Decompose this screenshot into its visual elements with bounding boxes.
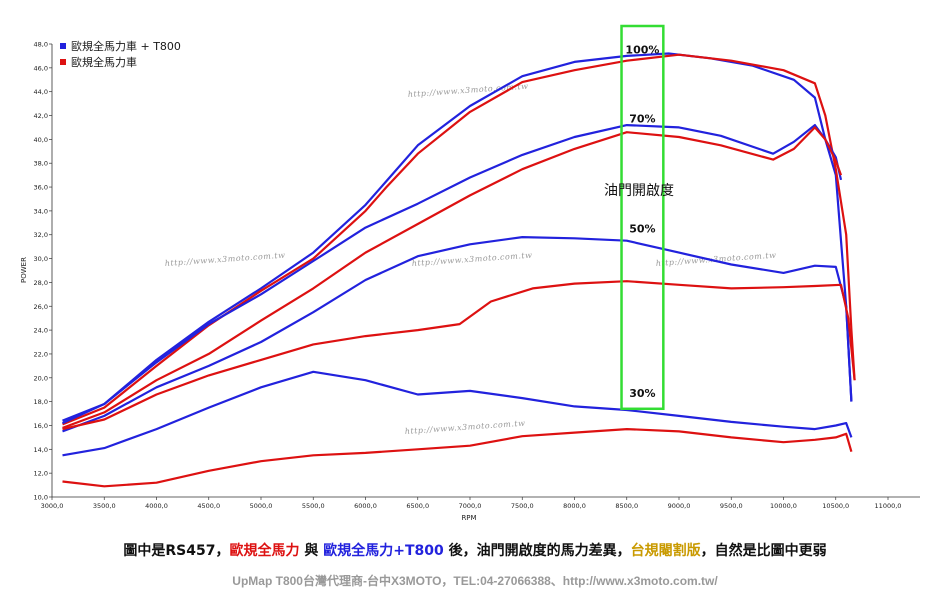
series-line-blue-100pct xyxy=(62,52,853,422)
series-line-blue-70pct xyxy=(62,124,843,425)
y-tick-label: 30,0 xyxy=(34,255,48,263)
watermark-2: http://www.x3moto.com.tw xyxy=(165,251,286,268)
caption-eu-t800: 歐規全馬力+T800 xyxy=(323,543,444,559)
y-tick-label: 48,0 xyxy=(34,41,48,49)
throttle-label-30pct: 30% xyxy=(629,387,655,400)
caption-part-9: ，自然是比圖中更弱 xyxy=(700,543,827,559)
x-tick-label: 6000,0 xyxy=(354,502,377,510)
series-line-red-70pct xyxy=(62,126,843,429)
y-tick-label: 36,0 xyxy=(34,184,48,192)
watermark-5: http://www.x3moto.com.tw xyxy=(405,419,526,436)
y-tick-label: 32,0 xyxy=(34,231,48,239)
watermarks: http://www.x3moto.com.tw http://www.x3mo… xyxy=(165,82,777,436)
y-tick-label: 40,0 xyxy=(34,136,48,144)
y-tick-label: 28,0 xyxy=(34,279,48,287)
x-tick-label: 7000,0 xyxy=(459,502,482,510)
throttle-label-70pct: 70% xyxy=(629,113,655,126)
dyno-chart: 10,0 12,0 14,0 16,0 18,0 20,0 22,0 24,0 26,0 28,0… xyxy=(20,24,920,522)
caption-part-1: 圖中是 xyxy=(123,543,166,559)
y-tick-label: 34,0 xyxy=(34,207,48,215)
y-axis-label: POWER xyxy=(20,257,28,283)
x-tick-label: 9000,0 xyxy=(668,502,691,510)
watermark-4: http://www.x3moto.com.tw xyxy=(656,251,777,268)
series-layer xyxy=(62,52,856,488)
x-tick-label: 10500,0 xyxy=(822,502,849,510)
throttle-label-50pct: 50% xyxy=(629,222,655,235)
x-tick-label: 3000,0 xyxy=(41,502,64,510)
caption-part-7: 後，油門開啟度的馬力差異， xyxy=(443,543,631,559)
caption-part-3: ， xyxy=(215,543,230,559)
y-tick-label: 38,0 xyxy=(34,160,48,168)
y-tick-label: 10,0 xyxy=(34,494,48,502)
y-tick-label: 44,0 xyxy=(34,88,48,96)
x-tick-label: 5500,0 xyxy=(302,502,325,510)
x-tick-label: 8000,0 xyxy=(563,502,586,510)
caption: 圖中是RS457，歐規全馬力 與 歐規全馬力+T800 後，油門開啟度的馬力差異… xyxy=(0,540,950,560)
x-axis-ticks: 3000,0 3500,0 4000,0 4500,0 5000,0 5500,0 6000… xyxy=(41,497,902,510)
y-tick-label: 20,0 xyxy=(34,374,48,382)
y-tick-label: 26,0 xyxy=(34,303,48,311)
x-tick-label: 4000,0 xyxy=(145,502,168,510)
series-line-blue-50pct xyxy=(62,236,853,433)
throttle-labels: 100% 70% 50% 30% xyxy=(625,44,659,400)
throttle-highlight-box xyxy=(620,24,665,411)
caption-part-5: 與 xyxy=(299,543,324,559)
y-tick-label: 12,0 xyxy=(34,470,48,478)
caption-eu-full: 歐規全馬力 xyxy=(229,543,300,559)
x-tick-label: 5000,0 xyxy=(250,502,273,510)
legend-item-blue: 歐規全馬力車 + T800 xyxy=(71,39,181,53)
y-tick-label: 42,0 xyxy=(34,112,48,120)
series-line-red-30pct xyxy=(62,428,853,488)
x-axis-label: RPM xyxy=(461,514,476,522)
x-tick-label: 10000,0 xyxy=(770,502,797,510)
x-tick-label: 4500,0 xyxy=(197,502,220,510)
x-tick-label: 11000,0 xyxy=(875,502,902,510)
series-line-red-50pct xyxy=(62,280,856,431)
x-tick-label: 7500,0 xyxy=(511,502,534,510)
x-tick-label: 3500,0 xyxy=(93,502,116,510)
footer-contact: UpMap T800台灣代理商-台中X3MOTO，TEL:04-27066388… xyxy=(232,574,718,588)
x-tick-label: 8500,0 xyxy=(615,502,638,510)
throttle-annotation: 油門開啟度 xyxy=(604,183,674,199)
y-tick-label: 14,0 xyxy=(34,446,48,454)
caption-model: RS457 xyxy=(165,543,216,559)
throttle-label-100pct: 100% xyxy=(625,44,659,57)
y-tick-label: 24,0 xyxy=(34,327,48,335)
series-line-blue-30pct xyxy=(62,370,853,457)
caption-tw-version: 台規閹割版 xyxy=(630,543,701,559)
legend-item-red: 歐規全馬力車 xyxy=(71,55,137,69)
y-tick-label: 18,0 xyxy=(34,398,48,406)
x-tick-label: 9500,0 xyxy=(720,502,743,510)
y-tick-label: 16,0 xyxy=(34,422,48,430)
legend-swatch-red xyxy=(60,59,66,65)
legend-swatch-blue xyxy=(60,43,66,49)
y-tick-label: 46,0 xyxy=(34,64,48,72)
legend: 歐規全馬力車 + T800 歐規全馬力車 xyxy=(60,39,181,69)
y-tick-label: 22,0 xyxy=(34,350,48,358)
y-axis-ticks: 10,0 12,0 14,0 16,0 18,0 20,0 22,0 24,0 26,0 28,0… xyxy=(34,41,52,502)
watermark-1: http://www.x3moto.com.tw xyxy=(408,82,529,99)
x-tick-label: 6500,0 xyxy=(406,502,429,510)
